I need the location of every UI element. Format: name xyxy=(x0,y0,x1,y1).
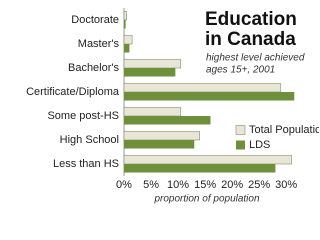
x-tick-label: 10% xyxy=(167,179,189,191)
x-tick-label: 20% xyxy=(221,179,243,191)
bar xyxy=(123,131,200,141)
bar xyxy=(123,35,133,45)
x-axis-label: proportion of population xyxy=(153,194,260,205)
bar xyxy=(124,68,176,77)
bar xyxy=(123,155,292,165)
bar xyxy=(123,107,182,117)
x-tick-label: 30% xyxy=(275,179,297,191)
x-tick-label: 0% xyxy=(116,179,132,191)
bar xyxy=(124,140,195,149)
y-tick-label: High School xyxy=(60,134,119,146)
chart-title: in Canada xyxy=(205,29,296,50)
legend-label: LDS xyxy=(249,139,270,151)
legend-swatch xyxy=(235,125,246,135)
x-tick-label: 15% xyxy=(194,179,216,191)
y-tick-label: Doctorate xyxy=(71,14,119,26)
x-tick-label: 25% xyxy=(248,179,270,191)
legend-label: Total Population xyxy=(249,124,319,136)
bar xyxy=(123,59,182,69)
chart-title: Education xyxy=(205,9,297,30)
bar xyxy=(124,44,130,53)
bar xyxy=(124,116,211,125)
chart-subtitle: ages 15+, 2001 xyxy=(206,65,275,76)
chart: Education in Canada highest level achiev… xyxy=(26,8,319,205)
y-tick-label: Master's xyxy=(78,38,120,50)
y-tick-label: Bachelor's xyxy=(68,62,120,74)
bar xyxy=(124,20,126,29)
bar xyxy=(123,83,282,93)
y-tick-label: Less than HS xyxy=(53,158,119,170)
x-tick-label: 5% xyxy=(143,179,159,191)
bar xyxy=(124,92,295,101)
legend-swatch xyxy=(236,140,245,150)
y-tick-label: Certificate/Diploma xyxy=(26,86,120,98)
bar xyxy=(124,164,276,173)
chart-subtitle: highest level achieved xyxy=(206,53,305,64)
y-tick-label: Some post-HS xyxy=(47,110,119,122)
bar xyxy=(123,11,128,21)
